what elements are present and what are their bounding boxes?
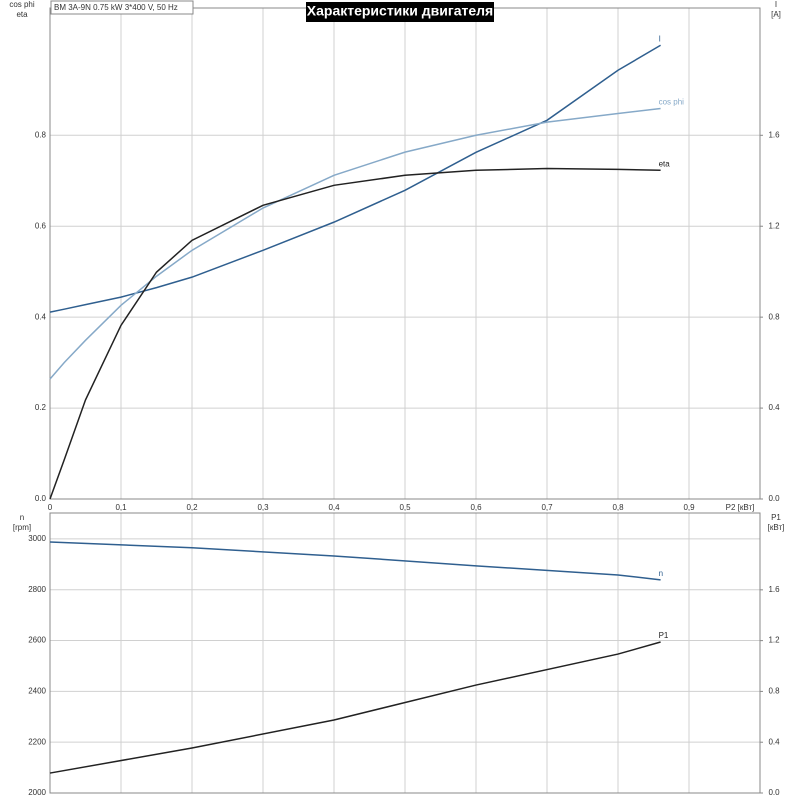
bottom-plot-frame <box>49 512 761 794</box>
y-axis-label: n <box>20 513 24 522</box>
series-line <box>49 641 661 774</box>
series-label: eta <box>659 159 671 168</box>
y2-tick-label: 0.0 <box>768 788 780 797</box>
y2-axis-label: P1 <box>771 513 781 522</box>
y-axis-label: cos phi <box>9 0 35 9</box>
x-tick-label: 0,4 <box>328 503 340 512</box>
y2-tick-label: 1.2 <box>768 221 780 230</box>
series-label: I <box>659 34 661 43</box>
y2-tick-label: 0.0 <box>768 494 780 503</box>
y-tick-label: 2400 <box>28 686 46 695</box>
y2-tick-label: 1.2 <box>768 636 780 645</box>
x-axis-label: P2 [кВт] <box>726 503 755 512</box>
y-tick-label: 0.0 <box>35 494 47 503</box>
x-tick-label: 0,3 <box>257 503 269 512</box>
chart-title: Характеристики двигателя <box>307 3 493 19</box>
y2-axis-label: [кВт] <box>768 523 785 532</box>
series-label: n <box>659 569 663 578</box>
x-tick-label: 0,5 <box>399 503 411 512</box>
y-tick-label: 0.8 <box>35 130 47 139</box>
x-tick-label: 0,2 <box>186 503 198 512</box>
header-annotation: BM 3A-9N 0.75 kW 3*400 V, 50 Hz <box>54 3 178 12</box>
series-line <box>49 541 661 581</box>
y2-tick-label: 0.8 <box>768 312 780 321</box>
x-tick-label: 0 <box>48 503 53 512</box>
y2-tick-label: 0.4 <box>768 737 780 746</box>
y-tick-label: 2000 <box>28 788 46 797</box>
y-tick-label: 2200 <box>28 737 46 746</box>
series-label: cos phi <box>659 98 685 107</box>
y2-tick-label: 0.8 <box>768 687 780 696</box>
x-tick-label: 0,1 <box>115 503 127 512</box>
x-tick-label: 0,7 <box>541 503 553 512</box>
y-tick-label: 2800 <box>28 585 46 594</box>
series-label: P1 <box>659 631 669 640</box>
y-tick-label: 3000 <box>28 534 46 543</box>
series-line <box>49 167 661 500</box>
y-axis-label: eta <box>16 10 28 19</box>
y2-tick-label: 1.6 <box>768 585 780 594</box>
series-line <box>49 44 661 313</box>
x-tick-label: 0,9 <box>683 503 695 512</box>
y-tick-label: 0.6 <box>35 221 47 230</box>
y-tick-label: 0.2 <box>35 403 47 412</box>
y-tick-label: 2600 <box>28 636 46 645</box>
y2-tick-label: 0.4 <box>768 403 780 412</box>
y2-axis-label: I <box>775 0 777 9</box>
title-box <box>306 2 494 22</box>
x-tick-label: 0,6 <box>470 503 482 512</box>
y2-axis-label: [A] <box>771 10 781 19</box>
header-box <box>50 0 194 15</box>
series-line <box>49 107 661 380</box>
x-tick-label: 0,8 <box>612 503 624 512</box>
y-tick-label: 0.4 <box>35 312 47 321</box>
y2-tick-label: 1.6 <box>768 130 780 139</box>
y-axis-label: [rpm] <box>13 523 31 532</box>
